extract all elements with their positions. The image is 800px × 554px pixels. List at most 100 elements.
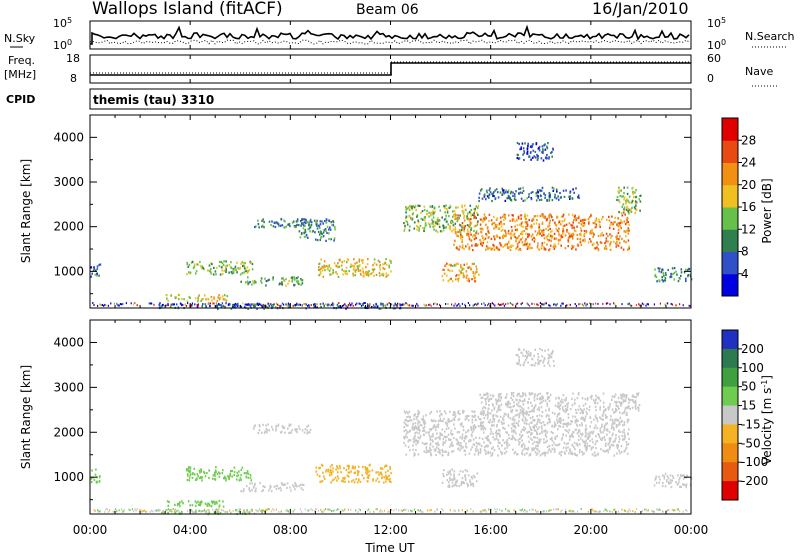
echo-cell <box>452 450 455 453</box>
echo-cell <box>595 409 597 412</box>
echo-cell <box>96 267 99 271</box>
echo-cell <box>232 303 234 307</box>
echo-cell <box>393 509 395 512</box>
echo-cell <box>511 422 513 426</box>
echo-cell <box>581 450 583 453</box>
nsky-tick-top: 105 <box>53 16 72 30</box>
echo-cell <box>546 154 548 157</box>
echo-cell <box>451 419 453 422</box>
echo-cell <box>517 404 519 407</box>
echo-cell <box>107 304 109 307</box>
echo-cell <box>318 266 320 269</box>
echo-cell <box>467 302 469 304</box>
echo-cell <box>325 218 328 221</box>
echo-cell <box>627 433 629 436</box>
echo-cell <box>527 435 530 438</box>
echo-cell <box>445 427 448 430</box>
echo-cell <box>619 194 621 198</box>
echo-cell <box>582 404 585 407</box>
echo-cell <box>634 511 636 513</box>
echo-cell <box>588 220 590 223</box>
echo-cell <box>573 431 575 434</box>
echo-cell <box>480 418 482 421</box>
echo-cell <box>317 224 320 227</box>
echo-cell <box>447 453 449 456</box>
echo-cell <box>553 303 555 306</box>
echo-cell <box>596 241 598 244</box>
echo-cell <box>576 233 579 237</box>
echo-cell <box>412 304 414 307</box>
echo-cell <box>310 224 313 227</box>
echo-cell <box>459 245 461 248</box>
echo-cell <box>509 245 511 248</box>
echo-cell <box>607 451 610 454</box>
y-tick-label: 3000 <box>53 175 84 189</box>
echo-cell <box>417 440 420 443</box>
echo-cell <box>322 510 324 513</box>
echo-cell <box>470 239 473 242</box>
echo-cell <box>337 303 339 306</box>
echo-cell <box>454 215 456 218</box>
echo-cell <box>304 224 306 227</box>
colorbar-tick-label: 200 <box>741 342 764 356</box>
echo-cell <box>90 266 93 269</box>
echo-cell <box>292 304 294 307</box>
echo-cell <box>659 302 661 305</box>
echo-cell <box>479 412 482 415</box>
echo-cell <box>275 508 277 511</box>
echo-cell <box>461 209 464 212</box>
echo-cell <box>531 238 534 241</box>
echo-cell <box>626 443 628 446</box>
echo-cell <box>445 226 447 229</box>
echo-cell <box>234 267 236 270</box>
echo-cell <box>543 247 546 250</box>
echo-cell <box>491 302 493 305</box>
echo-cell <box>584 398 587 401</box>
echo-cell <box>161 510 163 513</box>
echo-cell <box>288 431 290 435</box>
echo-cell <box>173 510 175 513</box>
echo-cell <box>471 278 473 281</box>
echo-cell <box>461 410 464 413</box>
echo-cell <box>370 306 373 309</box>
echo-cell <box>604 245 607 248</box>
echo-cell <box>301 282 304 285</box>
echo-cell <box>405 508 407 511</box>
echo-cell <box>459 271 462 274</box>
echo-cell <box>426 209 428 212</box>
echo-cell <box>502 215 504 218</box>
echo-cell <box>533 410 535 413</box>
echo-cell <box>394 302 396 305</box>
echo-cell <box>618 421 621 424</box>
echo-cell <box>469 222 472 225</box>
echo-cell <box>542 215 544 218</box>
echo-cell <box>510 225 513 229</box>
echo-cell <box>182 502 184 505</box>
echo-cell <box>541 186 544 189</box>
echo-cell <box>636 392 638 396</box>
echo-cell <box>454 302 456 305</box>
echo-cell <box>323 475 325 478</box>
echo-cell <box>254 305 256 308</box>
echo-cell <box>639 304 641 307</box>
echo-cell <box>559 400 562 403</box>
echo-cell <box>411 304 413 307</box>
echo-cell <box>371 268 374 271</box>
echo-cell <box>254 482 256 485</box>
echo-cell <box>346 272 349 275</box>
colorbar-swatch <box>722 424 738 444</box>
echo-cell <box>488 213 491 216</box>
echo-cell <box>599 399 602 402</box>
echo-cell <box>465 245 467 248</box>
echo-cell <box>523 411 526 415</box>
echo-cell <box>448 438 450 441</box>
echo-cell <box>542 399 545 402</box>
echo-cell <box>661 484 664 488</box>
echo-cell <box>462 276 465 279</box>
echo-cell <box>268 220 271 223</box>
echo-cell <box>288 279 290 283</box>
echo-cell <box>327 468 330 471</box>
echo-cell <box>544 215 546 218</box>
echo-cell <box>527 142 529 145</box>
echo-cell <box>418 227 421 230</box>
